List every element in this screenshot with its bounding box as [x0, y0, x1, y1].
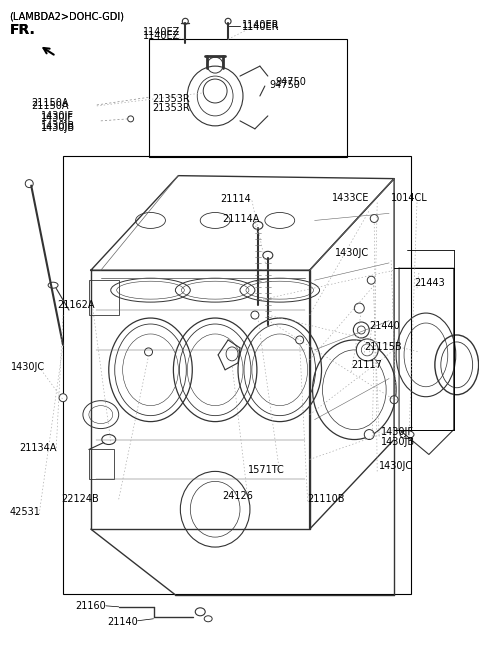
Text: 21110B: 21110B	[308, 494, 345, 505]
Text: 24126: 24126	[222, 491, 253, 501]
Text: 21440: 21440	[369, 321, 400, 331]
Text: (LAMBDA2>DOHC-GDI): (LAMBDA2>DOHC-GDI)	[9, 11, 124, 21]
Text: 21115B: 21115B	[364, 342, 402, 352]
Bar	[148, 39, 348, 157]
Ellipse shape	[364, 430, 374, 440]
Text: 21114: 21114	[220, 194, 251, 204]
Ellipse shape	[361, 344, 373, 356]
Text: 1430JB: 1430JB	[41, 121, 75, 131]
Text: 1140ER: 1140ER	[242, 20, 279, 30]
Text: 1430JB: 1430JB	[41, 123, 75, 133]
Text: 1433CE: 1433CE	[332, 193, 369, 202]
Ellipse shape	[253, 221, 263, 229]
Text: 1140ER: 1140ER	[242, 22, 279, 32]
Ellipse shape	[182, 18, 188, 24]
Ellipse shape	[48, 283, 58, 288]
Ellipse shape	[354, 303, 364, 313]
Text: 21443: 21443	[414, 278, 445, 288]
Text: 1140EZ: 1140EZ	[143, 32, 180, 41]
Ellipse shape	[400, 430, 414, 438]
Text: 1430JF: 1430JF	[41, 111, 74, 121]
Bar	[63, 156, 411, 594]
Text: 21150A: 21150A	[31, 98, 69, 108]
Ellipse shape	[296, 336, 304, 344]
Ellipse shape	[356, 339, 378, 361]
Text: 1430JC: 1430JC	[379, 461, 413, 472]
Text: 21353R: 21353R	[153, 103, 190, 113]
Ellipse shape	[195, 608, 205, 616]
Text: 21160: 21160	[75, 601, 106, 611]
Text: 1571TC: 1571TC	[248, 465, 285, 476]
Ellipse shape	[25, 179, 33, 188]
Text: 21134A: 21134A	[19, 443, 57, 453]
Ellipse shape	[59, 394, 67, 401]
Ellipse shape	[370, 214, 378, 223]
Text: 21114A: 21114A	[222, 214, 260, 225]
Text: 1430JB: 1430JB	[381, 436, 415, 447]
Ellipse shape	[128, 116, 133, 122]
Text: (LAMBDA2>DOHC-GDI): (LAMBDA2>DOHC-GDI)	[9, 11, 124, 21]
Text: 1430JF: 1430JF	[41, 113, 74, 123]
Text: 94750: 94750	[276, 77, 307, 87]
Text: 94750: 94750	[270, 80, 300, 90]
Text: 21117: 21117	[351, 360, 382, 370]
Text: 21162A: 21162A	[57, 300, 95, 310]
Ellipse shape	[204, 616, 212, 622]
Ellipse shape	[367, 276, 375, 284]
Bar	[89, 449, 114, 480]
Ellipse shape	[102, 434, 116, 445]
Text: 21353R: 21353R	[153, 94, 190, 104]
Ellipse shape	[353, 322, 369, 338]
Ellipse shape	[225, 18, 231, 24]
Ellipse shape	[263, 252, 273, 260]
Text: FR.: FR.	[9, 23, 35, 37]
Text: 1430JC: 1430JC	[336, 248, 370, 258]
Text: 21140: 21140	[107, 617, 138, 627]
Text: 1430JC: 1430JC	[12, 362, 46, 372]
Text: 1014CL: 1014CL	[391, 193, 428, 202]
Text: 21150A: 21150A	[31, 101, 69, 111]
Text: 42531: 42531	[9, 507, 40, 517]
Ellipse shape	[144, 348, 153, 356]
Ellipse shape	[357, 326, 365, 334]
Ellipse shape	[390, 396, 398, 403]
Text: FR.: FR.	[9, 23, 35, 37]
Ellipse shape	[251, 311, 259, 319]
Text: 1430JF: 1430JF	[381, 426, 414, 437]
Text: 1140EZ: 1140EZ	[143, 28, 180, 37]
Bar	[89, 280, 119, 315]
Text: 22124B: 22124B	[61, 494, 99, 505]
